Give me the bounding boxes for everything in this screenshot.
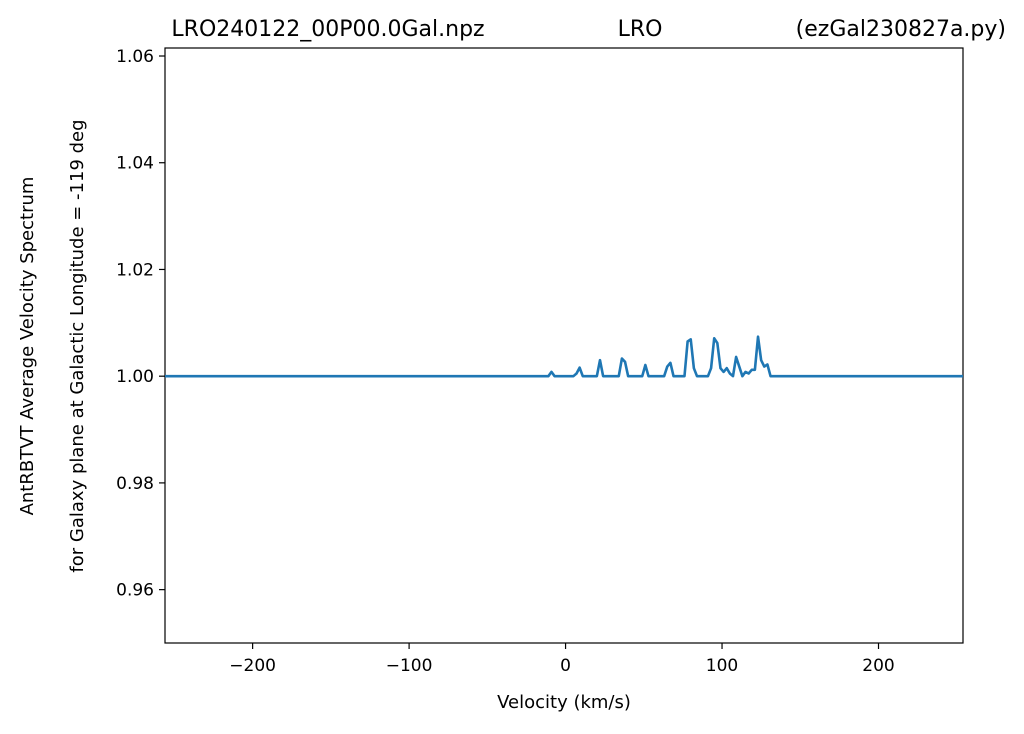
- y-axis-label-line-2: for Galaxy plane at Galactic Longitude =…: [67, 119, 88, 572]
- y-tick-label: 1.04: [116, 154, 154, 174]
- x-tick-label: −100: [386, 656, 433, 676]
- title-script: (ezGal230827a.py): [796, 17, 1006, 42]
- x-tick-label: 200: [862, 656, 894, 676]
- y-tick-label: 1.02: [116, 260, 154, 280]
- x-axis-ticks: −200 −100 0 100 200: [229, 643, 895, 676]
- y-tick-label: 1.06: [116, 47, 154, 67]
- y-axis-ticks: 0.96 0.98 1.00 1.02 1.04 1.06: [116, 47, 165, 601]
- title-filename: LRO240122_00P00.0Gal.npz: [171, 17, 484, 42]
- x-axis-label: Velocity (km/s): [497, 692, 631, 713]
- series-layer: [165, 335, 963, 378]
- title-station: LRO: [618, 17, 663, 42]
- x-tick-label: 0: [560, 656, 571, 676]
- x-tick-label: 100: [706, 656, 738, 676]
- y-tick-label: 0.98: [116, 474, 154, 494]
- y-tick-label: 1.00: [116, 367, 154, 387]
- y-axis-label-line-1: AntRBTVT Average Velocity Spectrum: [17, 177, 38, 516]
- plot-area: [164, 47, 964, 644]
- x-tick-label: −200: [229, 656, 276, 676]
- series-line-0: [165, 335, 963, 378]
- y-tick-label: 0.96: [116, 581, 154, 601]
